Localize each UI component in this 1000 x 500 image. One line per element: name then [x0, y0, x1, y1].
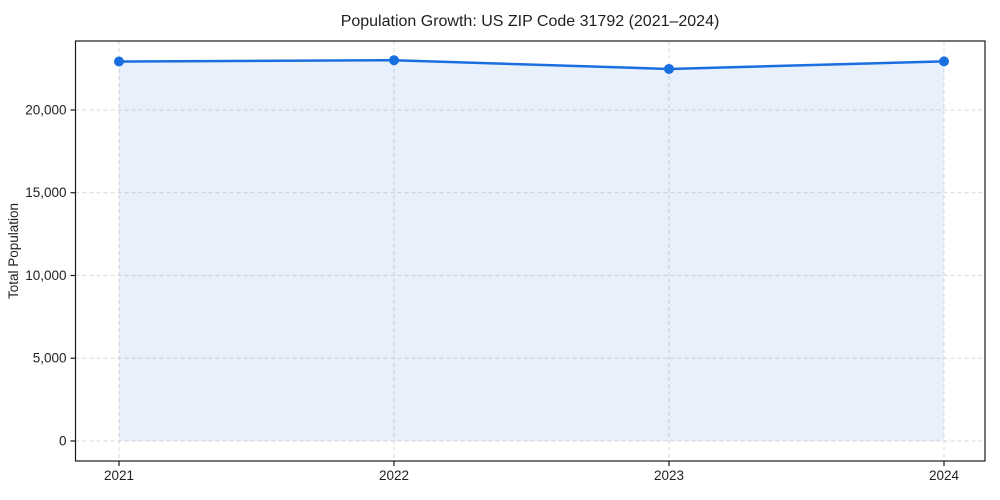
y-tick-label: 10,000	[25, 268, 66, 283]
data-point	[389, 55, 399, 66]
x-tick-label: 2023	[654, 468, 684, 483]
tick-labels: 0 5,000 10,000 15,000 20,000 2021 2022 2023 2024	[25, 103, 959, 483]
gridlines	[75, 41, 985, 461]
data-line	[117, 58, 946, 71]
data-point	[939, 56, 949, 67]
x-tick-label: 2022	[379, 468, 409, 483]
area-fill-shape	[119, 60, 944, 441]
series-line	[117, 58, 946, 71]
data-points	[114, 55, 949, 74]
area-fill	[119, 60, 944, 441]
x-tick-label: 2024	[929, 468, 960, 483]
y-tick-label: 20,000	[25, 103, 66, 118]
data-point	[114, 56, 124, 67]
y-tick-label: 5,000	[33, 351, 67, 366]
chart-title: Population Growth: US ZIP Code 31792 (20…	[341, 13, 720, 30]
y-axis-label: Total Population	[6, 203, 21, 299]
y-tick-label: 0	[59, 433, 67, 448]
data-point	[664, 63, 674, 74]
y-tick-label: 15,000	[25, 185, 66, 200]
axes	[70, 40, 986, 466]
x-tick-label: 2021	[104, 468, 134, 483]
plot-frame	[74, 40, 986, 462]
